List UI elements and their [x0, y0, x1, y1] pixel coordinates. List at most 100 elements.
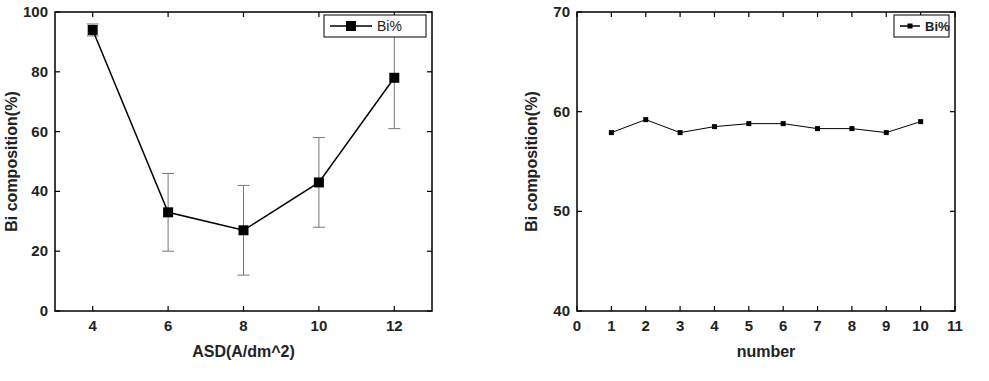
- error-bar: [313, 138, 325, 228]
- x-tick-label: 6: [779, 317, 787, 334]
- data-point: [746, 121, 751, 126]
- error-cap: [238, 185, 250, 186]
- x-tick-top: [645, 12, 646, 17]
- y-tick: [55, 131, 60, 132]
- data-point: [389, 73, 399, 83]
- x-tick-top: [817, 12, 818, 17]
- y-tick-right: [427, 191, 432, 192]
- y-tick: [577, 310, 582, 311]
- error-cap: [87, 23, 99, 24]
- x-tick: [954, 306, 955, 311]
- chart-0: 4681012020406080100ASD(A/dm^2)Bi composi…: [3, 3, 432, 360]
- y-axis-label: Bi composition(%): [523, 91, 540, 231]
- legend-marker: [908, 24, 913, 29]
- x-tick: [783, 306, 784, 311]
- x-tick-label: 9: [882, 317, 890, 334]
- x-tick: [92, 306, 93, 311]
- x-tick-top: [576, 12, 577, 17]
- error-bar: [388, 27, 400, 129]
- data-point: [163, 207, 173, 217]
- x-tick: [920, 306, 921, 311]
- data-point: [609, 130, 614, 135]
- data-point: [815, 126, 820, 131]
- x-tick-top: [886, 12, 887, 17]
- x-tick-label: 7: [813, 317, 821, 334]
- error-cap: [162, 173, 174, 174]
- y-tick-right: [950, 211, 955, 212]
- error-cap: [238, 275, 250, 276]
- y-tick: [55, 71, 60, 72]
- x-tick-label: 8: [239, 317, 247, 334]
- y-tick-right: [950, 310, 955, 311]
- legend-box: [894, 15, 949, 37]
- data-point: [314, 177, 324, 187]
- x-tick-label: 1: [607, 317, 615, 334]
- x-tick: [394, 306, 395, 311]
- series-line: [93, 30, 395, 230]
- y-tick-right: [427, 310, 432, 311]
- series-line: [611, 120, 920, 133]
- x-tick-top: [748, 12, 749, 17]
- plot-frame: [55, 12, 432, 311]
- x-tick-top: [168, 12, 169, 17]
- legend-label: Bi%: [925, 19, 950, 34]
- figure: 4681012020406080100ASD(A/dm^2)Bi composi…: [0, 0, 989, 381]
- error-cap: [162, 251, 174, 252]
- legend: Bi%: [324, 15, 426, 37]
- data-point: [678, 130, 683, 135]
- x-tick-label: 8: [848, 317, 856, 334]
- x-tick-label: 12: [386, 317, 403, 334]
- y-tick-right: [427, 131, 432, 132]
- y-tick-label: 40: [31, 182, 48, 199]
- data-point: [918, 119, 923, 124]
- x-tick-label: 3: [676, 317, 684, 334]
- x-tick-label: 2: [642, 317, 650, 334]
- y-tick-right: [427, 11, 432, 12]
- x-tick: [817, 306, 818, 311]
- y-axis-label: Bi composition(%): [3, 91, 20, 231]
- x-tick: [611, 306, 612, 311]
- y-tick-label: 100: [23, 3, 48, 20]
- x-tick-label: 10: [311, 317, 328, 334]
- chart-1: 0123456789101140506070numberBi compositi…: [523, 3, 963, 360]
- y-tick-label: 20: [31, 242, 48, 259]
- error-cap: [313, 227, 325, 228]
- y-tick-label: 60: [31, 123, 48, 140]
- plot-frame: [577, 12, 955, 311]
- x-tick-label: 4: [89, 317, 98, 334]
- x-tick: [243, 306, 244, 311]
- y-tick-label: 50: [553, 202, 570, 219]
- x-tick-label: 4: [710, 317, 719, 334]
- x-tick-top: [243, 12, 244, 17]
- x-tick-top: [611, 12, 612, 17]
- legend-label: Bi%: [377, 18, 402, 34]
- error-bar: [87, 24, 99, 36]
- y-tick: [577, 211, 582, 212]
- x-axis-label: number: [737, 343, 796, 360]
- y-tick: [577, 111, 582, 112]
- y-tick-label: 70: [553, 3, 570, 20]
- x-tick: [851, 306, 852, 311]
- x-tick-top: [851, 12, 852, 17]
- x-tick-top: [783, 12, 784, 17]
- error-bar: [238, 185, 250, 275]
- x-tick-label: 6: [164, 317, 172, 334]
- data-point: [712, 124, 717, 129]
- data-point: [781, 121, 786, 126]
- error-cap: [313, 137, 325, 138]
- x-tick-top: [318, 12, 319, 17]
- plot-area: [609, 117, 923, 135]
- y-tick: [55, 310, 60, 311]
- x-tick-label: 11: [947, 317, 963, 334]
- y-tick: [55, 191, 60, 192]
- y-tick-label: 60: [553, 103, 570, 120]
- y-tick-right: [427, 71, 432, 72]
- y-tick: [55, 11, 60, 12]
- y-tick-label: 0: [40, 302, 48, 319]
- x-tick: [576, 306, 577, 311]
- data-point: [239, 225, 249, 235]
- legend: Bi%: [894, 15, 950, 37]
- x-tick: [714, 306, 715, 311]
- x-tick-label: 10: [912, 317, 929, 334]
- x-tick: [748, 306, 749, 311]
